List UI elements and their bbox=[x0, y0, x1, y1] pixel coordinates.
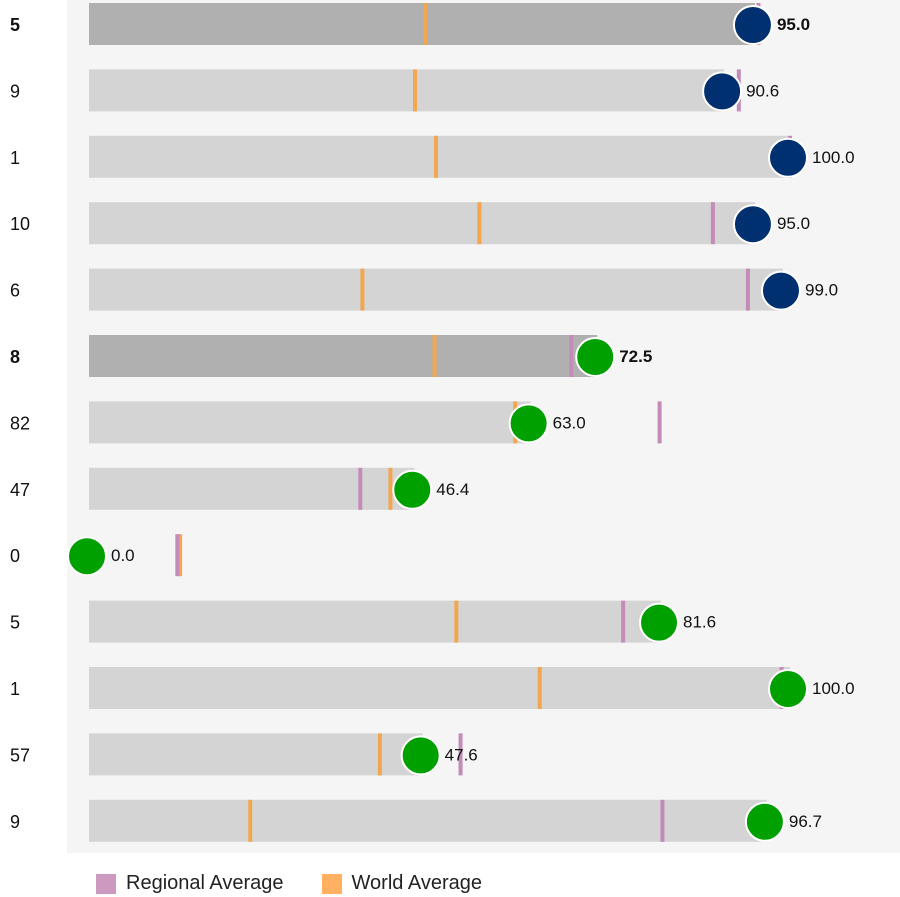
legend: Regional Average World Average bbox=[96, 872, 482, 895]
value-dot bbox=[575, 337, 616, 377]
value-dot bbox=[760, 270, 801, 311]
legend-swatch-regional bbox=[96, 873, 116, 894]
world-average-marker bbox=[248, 799, 253, 842]
value-label: 63.0 bbox=[553, 413, 586, 432]
world-average-marker bbox=[412, 69, 417, 112]
bar bbox=[89, 667, 790, 709]
rank-label: 1 bbox=[10, 679, 20, 699]
world-average-marker bbox=[454, 600, 459, 643]
rank-label: 6 bbox=[10, 281, 20, 301]
world-average-marker bbox=[537, 667, 542, 709]
value-dot bbox=[732, 204, 773, 245]
value-dot bbox=[732, 5, 773, 45]
world-average-marker bbox=[178, 534, 183, 577]
bar bbox=[89, 135, 790, 178]
value-dot bbox=[400, 735, 441, 776]
legend-swatch-world bbox=[321, 873, 342, 894]
rank-label: 5 bbox=[10, 15, 20, 35]
rank-label: 1 bbox=[10, 148, 20, 168]
value-label: 100.0 bbox=[812, 679, 855, 698]
regional-average-marker bbox=[621, 600, 626, 643]
bar bbox=[89, 69, 725, 112]
rank-label: 0 bbox=[10, 546, 20, 566]
value-label: 99.0 bbox=[805, 281, 838, 300]
regional-average-marker bbox=[745, 268, 750, 311]
world-average-marker bbox=[377, 733, 382, 776]
legend-item-regional: Regional Average bbox=[96, 872, 284, 895]
rank-label: 9 bbox=[10, 812, 20, 832]
world-average-marker bbox=[477, 202, 482, 245]
regional-average-marker bbox=[175, 534, 180, 577]
legend-item-world: World Average bbox=[321, 872, 482, 895]
value-label: 96.7 bbox=[789, 812, 822, 831]
bar bbox=[89, 733, 423, 776]
bar bbox=[89, 335, 598, 377]
rank-label: 5 bbox=[10, 613, 20, 633]
value-label: 95.0 bbox=[777, 214, 810, 233]
value-label: 46.4 bbox=[436, 480, 469, 499]
value-dot bbox=[67, 536, 107, 577]
value-label: 90.6 bbox=[746, 81, 779, 100]
bar bbox=[89, 202, 755, 245]
value-dot bbox=[702, 71, 743, 112]
value-label: 72.5 bbox=[619, 347, 652, 366]
value-label: 95.0 bbox=[777, 15, 810, 34]
regional-average-marker bbox=[660, 799, 665, 842]
regional-average-marker bbox=[358, 467, 363, 510]
value-dot bbox=[639, 602, 680, 643]
bar bbox=[89, 3, 755, 45]
world-average-marker bbox=[388, 467, 393, 510]
value-dot bbox=[768, 137, 808, 178]
chart-svg: 5 95.09 90.61 100.010 95.06 99.08 72.582 63.047… bbox=[10, 3, 855, 842]
rank-label: 9 bbox=[10, 81, 20, 101]
value-label: 47.6 bbox=[445, 745, 478, 764]
world-average-marker bbox=[360, 268, 365, 311]
rank-label: 47 bbox=[10, 480, 30, 500]
legend-label-regional: Regional Average bbox=[126, 872, 284, 894]
regional-average-marker bbox=[569, 335, 574, 377]
bar bbox=[89, 600, 662, 643]
world-average-marker bbox=[432, 335, 437, 377]
regional-average-marker bbox=[710, 202, 715, 245]
value-dot bbox=[392, 469, 433, 510]
rank-label: 57 bbox=[10, 745, 30, 765]
value-dot bbox=[768, 669, 808, 709]
rank-label: 10 bbox=[10, 214, 30, 234]
bar bbox=[89, 799, 767, 842]
value-dot bbox=[744, 801, 785, 842]
value-label: 0.0 bbox=[111, 546, 135, 565]
regional-average-marker bbox=[657, 401, 662, 444]
rank-label: 8 bbox=[10, 347, 20, 367]
bar bbox=[89, 401, 531, 444]
legend-label-world: World Average bbox=[351, 872, 482, 894]
bar bbox=[89, 467, 415, 510]
rank-label: 82 bbox=[10, 413, 30, 433]
world-average-marker bbox=[423, 3, 428, 45]
value-label: 100.0 bbox=[812, 148, 855, 167]
bar bbox=[89, 268, 783, 311]
value-label: 81.6 bbox=[683, 613, 716, 632]
regional-average-marker bbox=[458, 733, 463, 776]
value-dot bbox=[508, 403, 549, 444]
world-average-marker bbox=[433, 135, 438, 178]
